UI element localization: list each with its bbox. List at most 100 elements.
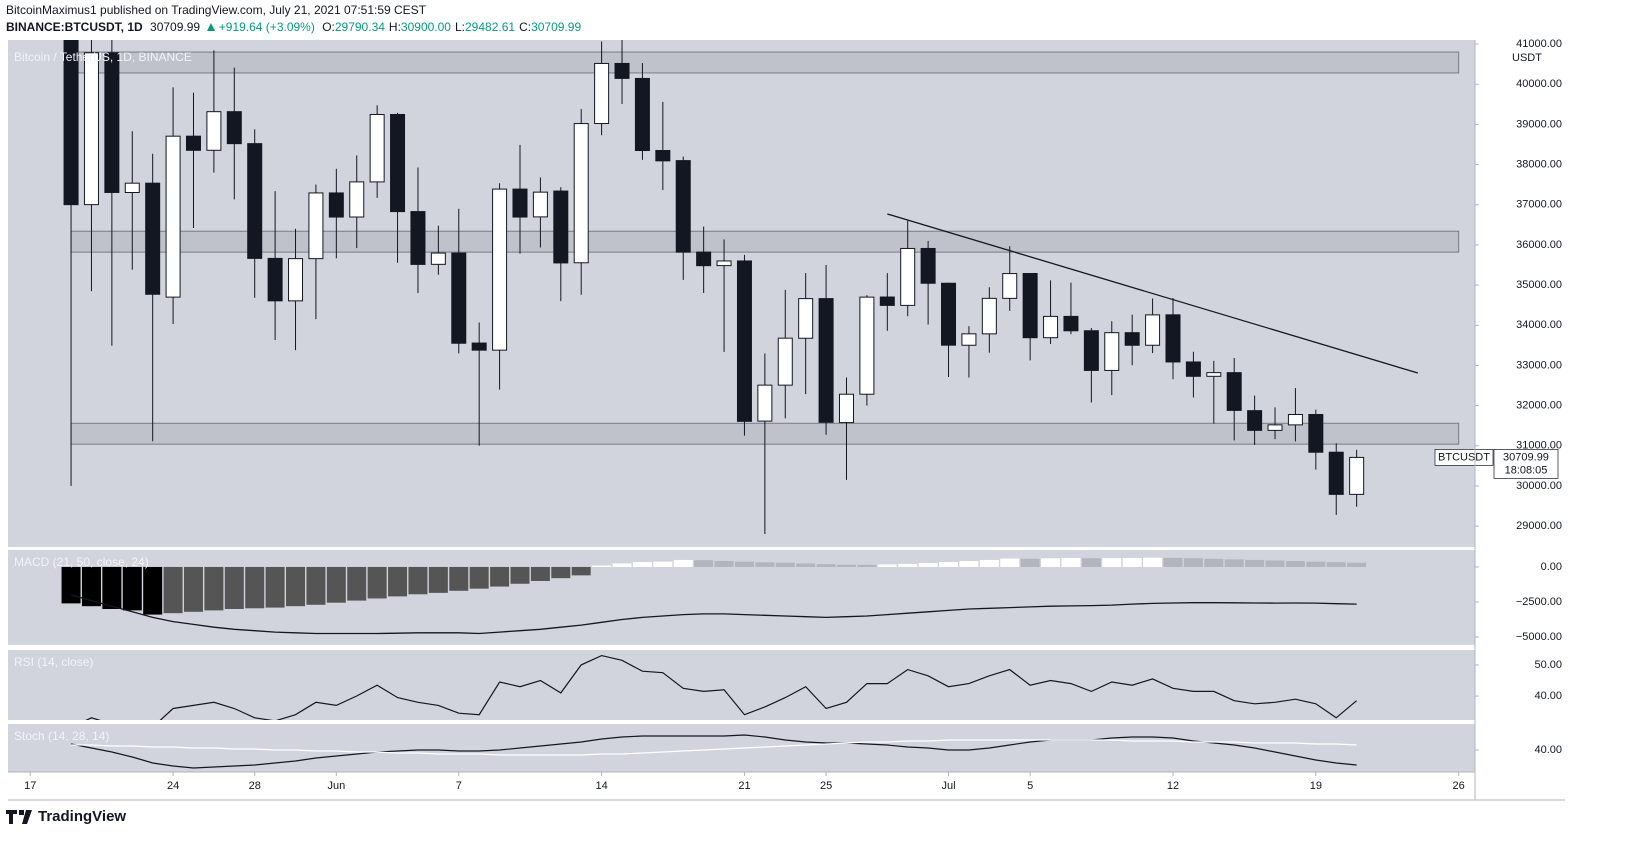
x-tick-label: Jun [327, 780, 345, 792]
histogram-bar [122, 566, 142, 611]
candle-body [1287, 414, 1303, 426]
candle-body [1226, 372, 1242, 411]
pane-title: MACD (21, 50, close, 24) [14, 555, 149, 569]
candle-body [1022, 272, 1038, 339]
candle-body [1104, 332, 1120, 371]
candle-body [1083, 330, 1099, 371]
histogram-bar [265, 566, 285, 608]
x-tick-label: 21 [738, 780, 750, 792]
last-price: 30709.99 [150, 20, 201, 34]
histogram-bar [979, 559, 999, 567]
x-tick-label: 24 [167, 780, 179, 792]
y-tick-label: −5000.00 [1516, 631, 1562, 643]
histogram-bar [204, 566, 224, 611]
candle-body [1185, 361, 1201, 377]
candle-body [634, 77, 650, 152]
histogram-bar [673, 559, 693, 567]
candle-body [777, 337, 793, 386]
x-tick-label: Jul [941, 780, 955, 792]
y-tick-label: −2500.00 [1516, 596, 1562, 608]
histogram-bar [286, 566, 306, 607]
histogram-bar [1143, 557, 1163, 567]
x-tick-label: 14 [595, 780, 607, 792]
pane [85, 654, 1357, 720]
ohlc-value: 30709.99 [531, 20, 582, 34]
histogram-bar [857, 564, 877, 567]
histogram-bar [632, 562, 652, 567]
y-tick-label: 40000.00 [1516, 78, 1562, 90]
histogram-bar [143, 566, 163, 615]
candle-body [1206, 372, 1222, 377]
candle-body [390, 113, 406, 213]
ohlc-value: 29482.61 [465, 20, 516, 34]
candle-body [83, 52, 99, 206]
candle-body [288, 258, 304, 302]
price-label: 30709.99 [1503, 451, 1549, 463]
histogram-bar [1041, 558, 1061, 567]
x-tick-label: 28 [249, 780, 261, 792]
candle-body [104, 52, 120, 193]
histogram-bar [347, 566, 367, 601]
x-tick-label: 17 [24, 780, 36, 792]
x-tick-label: 5 [1027, 780, 1033, 792]
pane [61, 557, 1367, 635]
symbol: BINANCE:BTCUSDT, 1D [6, 20, 143, 34]
candle-body [1063, 315, 1079, 332]
candle-body [1124, 332, 1140, 346]
candle-body [1165, 314, 1181, 363]
candle-body [471, 342, 487, 351]
candle-body [900, 247, 916, 306]
symbol-box [1434, 449, 1494, 466]
histogram-bar [1122, 557, 1142, 567]
candle-body [124, 182, 140, 194]
candle-body [410, 211, 426, 265]
histogram-bar [1245, 559, 1265, 567]
candle-body [553, 190, 569, 264]
ohlc-value: 30900.00 [400, 20, 451, 34]
pane [63, 40, 1460, 534]
candle-body [696, 251, 712, 267]
histogram-bar [102, 566, 122, 609]
y-tick-label: 38000.00 [1516, 158, 1562, 170]
pane-background [8, 650, 1475, 720]
candle-body [206, 111, 222, 151]
histogram-bar [1020, 558, 1040, 567]
candle-body [532, 191, 548, 218]
histogram-bar [653, 561, 673, 567]
histogram-bar [1306, 561, 1326, 567]
histogram-bar [816, 564, 836, 567]
ohlc: O:29790.34 H:30900.00 L:29482.61 C:30709.99 [322, 20, 585, 34]
candle-body [185, 135, 201, 151]
histogram-bar [1000, 558, 1020, 567]
x-tick-label: 25 [820, 780, 832, 792]
histogram-bar [306, 566, 326, 605]
histogram-bar [1061, 557, 1081, 567]
y-tick-label: 31000.00 [1516, 440, 1562, 452]
histogram-bar [714, 560, 734, 567]
histogram-bar [918, 563, 938, 567]
histogram-bar [1102, 558, 1122, 567]
histogram-bar [551, 566, 571, 579]
candle-body [145, 182, 161, 295]
histogram-bar [224, 566, 244, 609]
histogram-bar [836, 564, 856, 567]
histogram-bar [490, 566, 510, 587]
candle-body [267, 257, 283, 302]
histogram-bar [898, 563, 918, 567]
histogram-bar [367, 566, 387, 599]
candle-body [736, 260, 752, 422]
histogram-bar [408, 566, 428, 595]
y-tick-label: 40.00 [1534, 690, 1562, 702]
pane-title: Stoch (14, 28, 14) [14, 729, 109, 743]
histogram-bar [61, 566, 81, 604]
publisher-line: BitcoinMaximus1 published on TradingView… [6, 3, 427, 17]
brand: TradingView [38, 808, 127, 825]
histogram-bar [1163, 557, 1183, 567]
candle-body [451, 252, 467, 344]
pane [70, 734, 1357, 769]
histogram-bar [1347, 562, 1367, 567]
candle-body [798, 298, 814, 339]
symbol-line: BINANCE:BTCUSDT, 1D 30709.99 +919.64 (+3… [6, 19, 589, 36]
candle-body [1002, 273, 1018, 299]
histogram-bar [775, 562, 795, 567]
